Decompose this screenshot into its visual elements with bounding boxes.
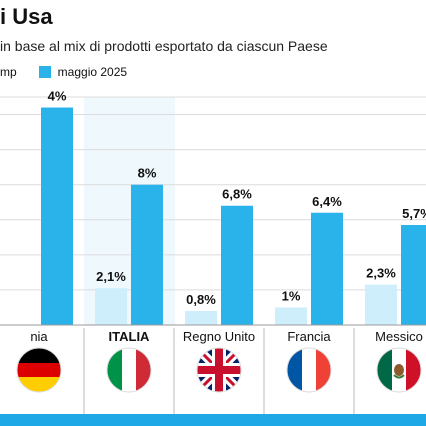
data-label-2-1: 8% bbox=[138, 166, 157, 181]
category-label-4: Messico bbox=[375, 329, 423, 344]
bar-1-4 bbox=[365, 284, 397, 325]
legend-swatch-series-2 bbox=[38, 66, 51, 78]
data-label-1-4: 2,3% bbox=[366, 266, 396, 281]
bar-1-2 bbox=[185, 310, 217, 325]
data-label-1-2: 0,8% bbox=[186, 292, 216, 307]
category-label-3: Francia bbox=[287, 329, 331, 344]
data-label-2-3: 6,4% bbox=[312, 194, 342, 209]
bar-2-3 bbox=[311, 212, 343, 325]
data-label-1-3: 1% bbox=[282, 288, 301, 303]
data-label-1-1: 2,1% bbox=[96, 269, 126, 284]
bottom-accent-bar bbox=[0, 414, 426, 426]
chart-title: i Usa bbox=[0, 4, 53, 29]
bar-2-4 bbox=[401, 225, 426, 325]
germany-flag-icon bbox=[16, 347, 62, 393]
france-flag-icon bbox=[286, 347, 332, 393]
data-label-2-4: 5,7% bbox=[402, 206, 426, 221]
uk-flag-icon bbox=[196, 347, 242, 393]
data-label-2-0: 4% bbox=[48, 89, 67, 104]
category-label-1: ITALIA bbox=[109, 329, 151, 344]
legend-label-series-2: maggio 2025 bbox=[57, 65, 128, 79]
legend-label-series-1: mp bbox=[0, 65, 17, 79]
bar-2-1 bbox=[131, 184, 163, 325]
bar-1-1 bbox=[95, 288, 127, 325]
italy-flag-icon bbox=[106, 347, 152, 393]
bar-2-2 bbox=[221, 205, 253, 325]
category-label-0: nia bbox=[30, 329, 48, 344]
mexico-flag-icon bbox=[376, 347, 422, 393]
bar-1-3 bbox=[275, 307, 307, 325]
category-label-2: Regno Unito bbox=[183, 329, 255, 344]
legend: mp maggio 2025 bbox=[0, 65, 127, 79]
data-label-2-2: 6,8% bbox=[222, 187, 252, 202]
chart-subtitle: in base al mix di prodotti esportato da … bbox=[0, 38, 328, 54]
bar-2-0 bbox=[41, 107, 73, 326]
